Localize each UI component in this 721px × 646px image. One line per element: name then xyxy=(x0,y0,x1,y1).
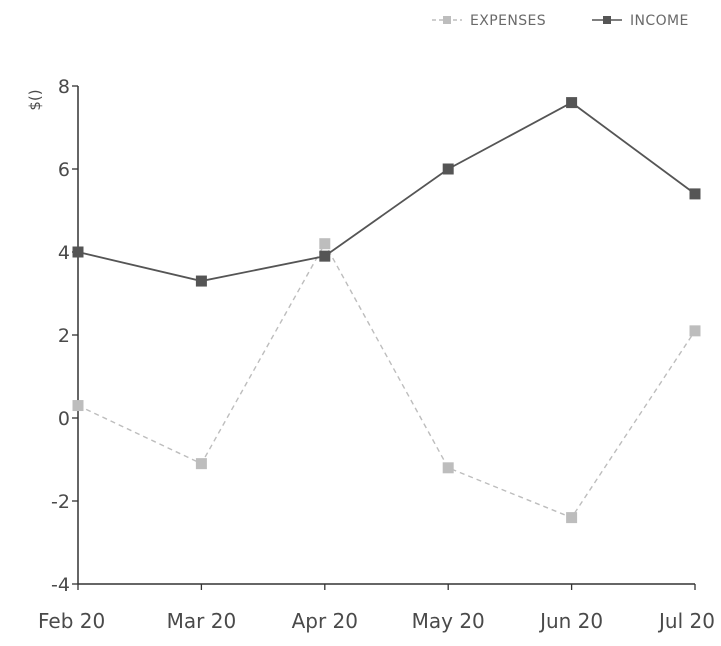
expenses-point xyxy=(195,458,207,470)
income-line xyxy=(77,101,696,282)
y-tick-label: 2 xyxy=(58,325,70,347)
series-layer xyxy=(72,97,701,524)
income-point xyxy=(72,246,84,258)
income-legend-label: INCOME xyxy=(630,13,689,29)
expenses-point xyxy=(72,400,84,412)
y-tick-label: -4 xyxy=(51,574,70,596)
x-tick-label: Apr 20 xyxy=(292,609,358,633)
x-tick-label: Jun 20 xyxy=(538,609,603,633)
income-legend-marker xyxy=(603,16,611,24)
income-series xyxy=(72,97,701,287)
y-tick-label: -2 xyxy=(51,491,70,513)
y-tick-label: 8 xyxy=(58,76,70,98)
x-tick-label: Mar 20 xyxy=(167,609,237,633)
x-tick-label: Jul 20 xyxy=(657,609,715,633)
y-tick-label: 4 xyxy=(58,242,70,264)
axes: -4 -2 0 2 4 6 8 Feb 20 Mar 20 Apr 20 May 20 Jun 20 J… xyxy=(38,76,715,633)
legend: EXPENSES INCOME xyxy=(432,13,689,29)
expenses-line xyxy=(77,242,696,519)
expenses-point xyxy=(566,512,578,524)
income-point xyxy=(689,188,701,200)
expenses-point xyxy=(689,325,701,337)
x-tick-label: Feb 20 xyxy=(38,609,105,633)
expenses-legend-label: EXPENSES xyxy=(470,13,546,29)
y-axis-label: $() xyxy=(26,89,44,110)
expenses-legend-marker xyxy=(443,16,451,24)
expenses-point xyxy=(319,238,331,250)
income-point xyxy=(566,97,578,109)
expenses-point xyxy=(442,462,454,474)
y-tick-label: 6 xyxy=(58,159,70,181)
y-tick-label: 0 xyxy=(58,408,70,430)
x-tick-label: May 20 xyxy=(412,609,485,633)
income-point xyxy=(442,163,454,175)
income-point xyxy=(319,250,331,262)
expenses-series xyxy=(72,238,701,524)
income-point xyxy=(195,275,207,287)
